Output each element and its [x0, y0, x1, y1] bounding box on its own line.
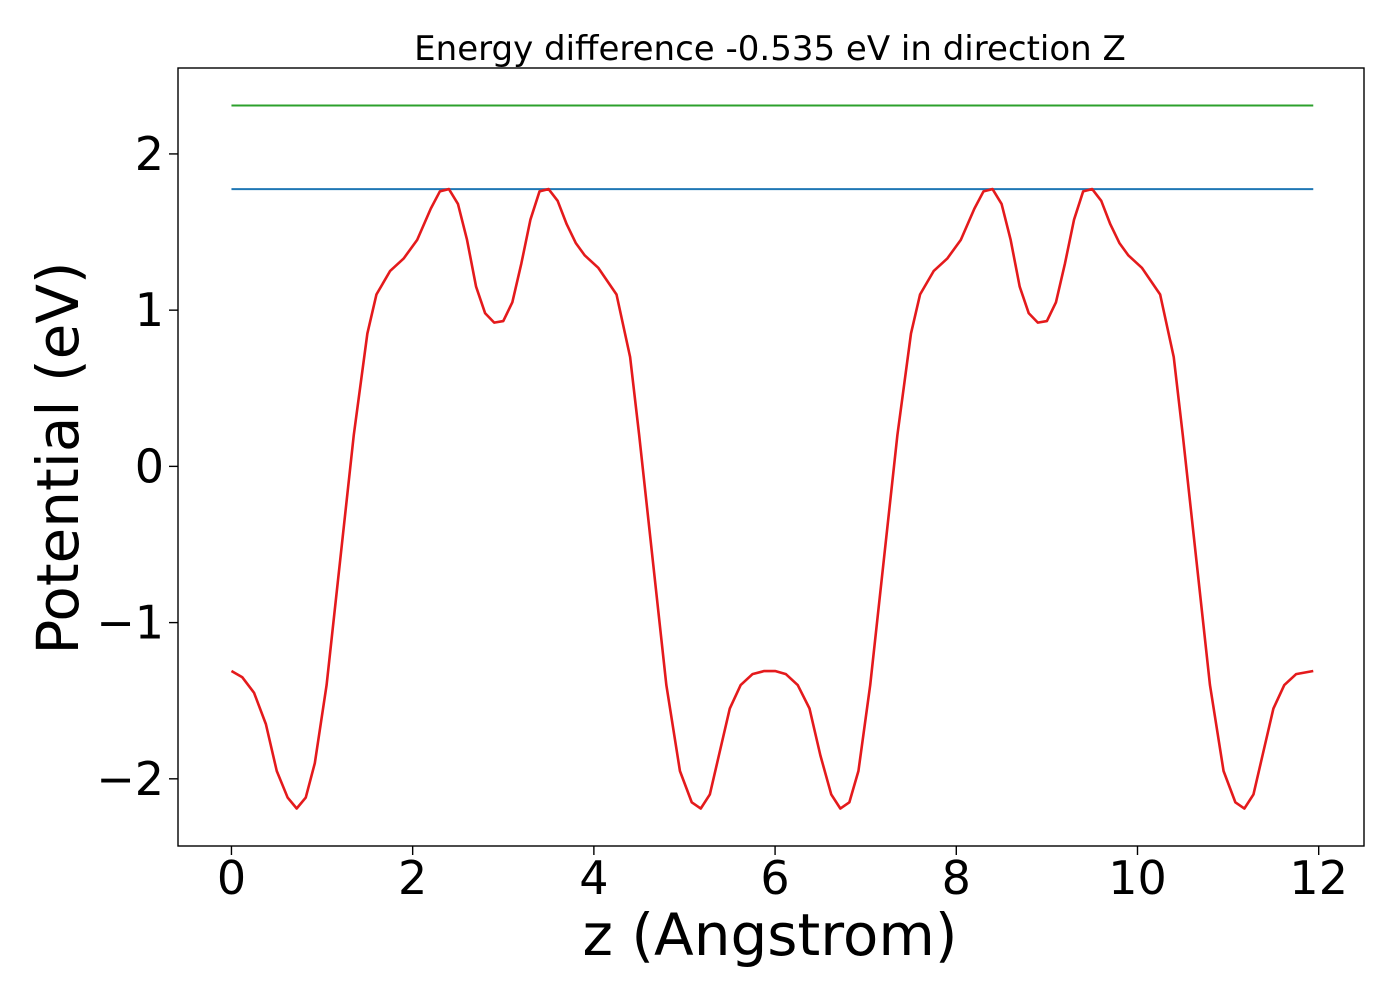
y-tick-label: −1	[96, 596, 164, 650]
y-tick-label: 0	[135, 439, 164, 493]
x-tick-label: 2	[398, 851, 427, 905]
series-layer	[230, 104, 1314, 810]
chart-title: Energy difference -0.535 eV in direction…	[414, 29, 1126, 69]
y-tick-label: −2	[96, 752, 164, 806]
x-tick-label: 12	[1289, 851, 1348, 905]
x-tick-label: 6	[760, 851, 789, 905]
y-tick-label: 2	[135, 127, 164, 181]
x-axis-label: z (Angstrom)	[583, 901, 958, 969]
series-line-2	[230, 187, 1314, 810]
y-axis: −2 −1 0 1 2	[96, 127, 178, 806]
y-tick-label: 1	[135, 283, 164, 337]
plot-frame	[177, 67, 1365, 847]
x-tick-label: 10	[1108, 851, 1167, 905]
x-tick-label: 8	[942, 851, 971, 905]
x-tick-label: 4	[579, 851, 608, 905]
x-tick-label: 0	[217, 851, 246, 905]
y-axis-label: Potential (eV)	[24, 261, 92, 654]
x-axis: 0 2 4 6 8 10 12	[217, 846, 1348, 905]
